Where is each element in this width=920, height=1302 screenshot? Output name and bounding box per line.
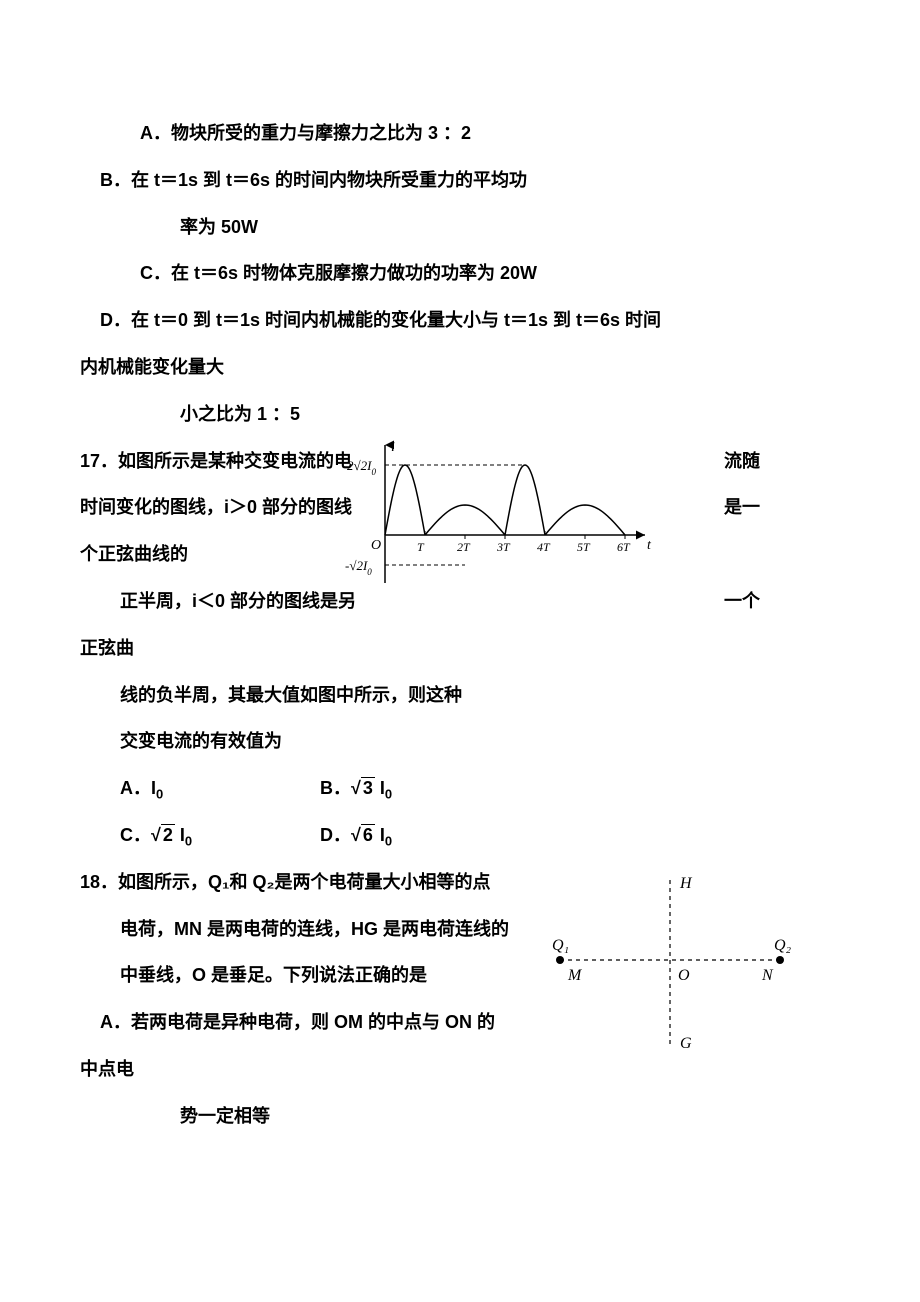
radical-6-icon: 6 (351, 812, 375, 859)
q17-opt-b-sub: 0 (385, 787, 392, 802)
radical-3-icon: 3 (351, 765, 375, 812)
svg-text:O: O (371, 538, 381, 553)
q17-waveform-graph: i t O T 2T 3T 4T 5T 6T 2√2I0 -√2I0 (345, 435, 655, 595)
svg-text:O: O (678, 967, 690, 984)
svg-text:t: t (647, 538, 652, 553)
q17-opt-c-rad: 2 (161, 824, 175, 845)
q17-l1-left: 如图所示是某种交变电流的电 (118, 451, 352, 471)
q17-num: 17． (80, 451, 118, 471)
q16-opt-b-l1: B．在 t＝1s 到 t＝6s 的时间内物块所受重力的平均功 (80, 157, 840, 204)
q16-opt-c: C．在 t＝6s 时物体克服摩擦力做功的功率为 20W (80, 250, 840, 297)
q17-opt-b-rad: 3 (361, 777, 375, 798)
q17-opt-a-label: A．I (120, 778, 156, 798)
svg-text:Q₁: Q₁ (552, 937, 569, 954)
q18-charge-diagram: H G Q₁ Q₂ M N O (540, 870, 800, 1070)
svg-text:4T: 4T (537, 540, 551, 554)
q17-opts-ab: A．I0 B．3 I0 (80, 765, 840, 812)
q17-opt-c-after: I (175, 825, 185, 845)
svg-text:2T: 2T (457, 540, 471, 554)
svg-text:5T: 5T (577, 540, 591, 554)
svg-text:H: H (679, 875, 693, 892)
q17-opt-b-label: B． (320, 778, 351, 798)
q17-opt-d-sub: 0 (385, 834, 392, 849)
q17-l4-left: 正半周，i＜0 部分的图线是另 (120, 591, 356, 611)
radical-2-icon: 2 (151, 812, 175, 859)
q17-opt-c-label: C． (120, 825, 151, 845)
q16-opt-d-l3: 小之比为 1 ：5 (80, 391, 840, 438)
q17-opt-b-after: I (375, 778, 385, 798)
q17-opt-d: D． 6 I0 (320, 812, 392, 859)
svg-text:M: M (567, 967, 583, 984)
q16-opt-a: A．物块所受的重力与摩擦力之比为 3 ：2 (80, 110, 840, 157)
q17-line5: 正弦曲 (80, 625, 840, 672)
q17-opt-a: A．I0 (120, 765, 320, 812)
q17-l4-right: 一个 (724, 578, 760, 625)
q17-opt-d-label: D． (320, 825, 351, 845)
q17-l3-left: 个正弦曲线的 (80, 544, 188, 564)
svg-text:6T: 6T (617, 540, 631, 554)
svg-text:T: T (417, 540, 425, 554)
svg-text:N: N (761, 967, 774, 984)
q17-l1-right: 流随 (724, 438, 760, 485)
q17-l2-right: 是一 (724, 484, 760, 531)
svg-text:-√2I0: -√2I0 (345, 558, 372, 577)
q17-opt-c: C． 2 I0 (120, 812, 320, 859)
q18-num: 18． (80, 872, 118, 892)
q17-opt-d-rad: 6 (361, 824, 375, 845)
q16-opt-d-l2: 内机械能变化量大 (80, 344, 840, 391)
q16-opt-b-l2: 率为 50W (80, 204, 840, 251)
q18-l1: 如图所示，Q₁和 Q₂是两个电荷量大小相等的点 (118, 872, 490, 892)
q17-opts-cd: C．2 I0 D．6 I0 (80, 812, 840, 859)
q16-opt-d-l1: D．在 t＝0 到 t＝1s 时间内机械能的变化量大小与 t＝1s 到 t＝6s… (80, 297, 840, 344)
q17-line7: 交变电流的有效值为 (80, 718, 840, 765)
q17-opt-d-after: I (375, 825, 385, 845)
q17-opt-c-sub: 0 (185, 834, 192, 849)
q18-opta-l3: 势一定相等 (80, 1093, 840, 1140)
svg-text:2√2I0: 2√2I0 (347, 458, 376, 477)
svg-text:3T: 3T (496, 540, 511, 554)
svg-text:i: i (391, 440, 395, 455)
q17-l2-left: 时间变化的图线，i＞0 部分的图线 (80, 497, 352, 517)
svg-text:Q₂: Q₂ (774, 937, 792, 954)
svg-text:G: G (680, 1035, 692, 1052)
q17-opt-b: B． 3 I0 (320, 765, 392, 812)
q17-line6: 线的负半周，其最大值如图中所示，则这种 (80, 672, 840, 719)
q17-opt-a-sub: 0 (156, 787, 163, 802)
